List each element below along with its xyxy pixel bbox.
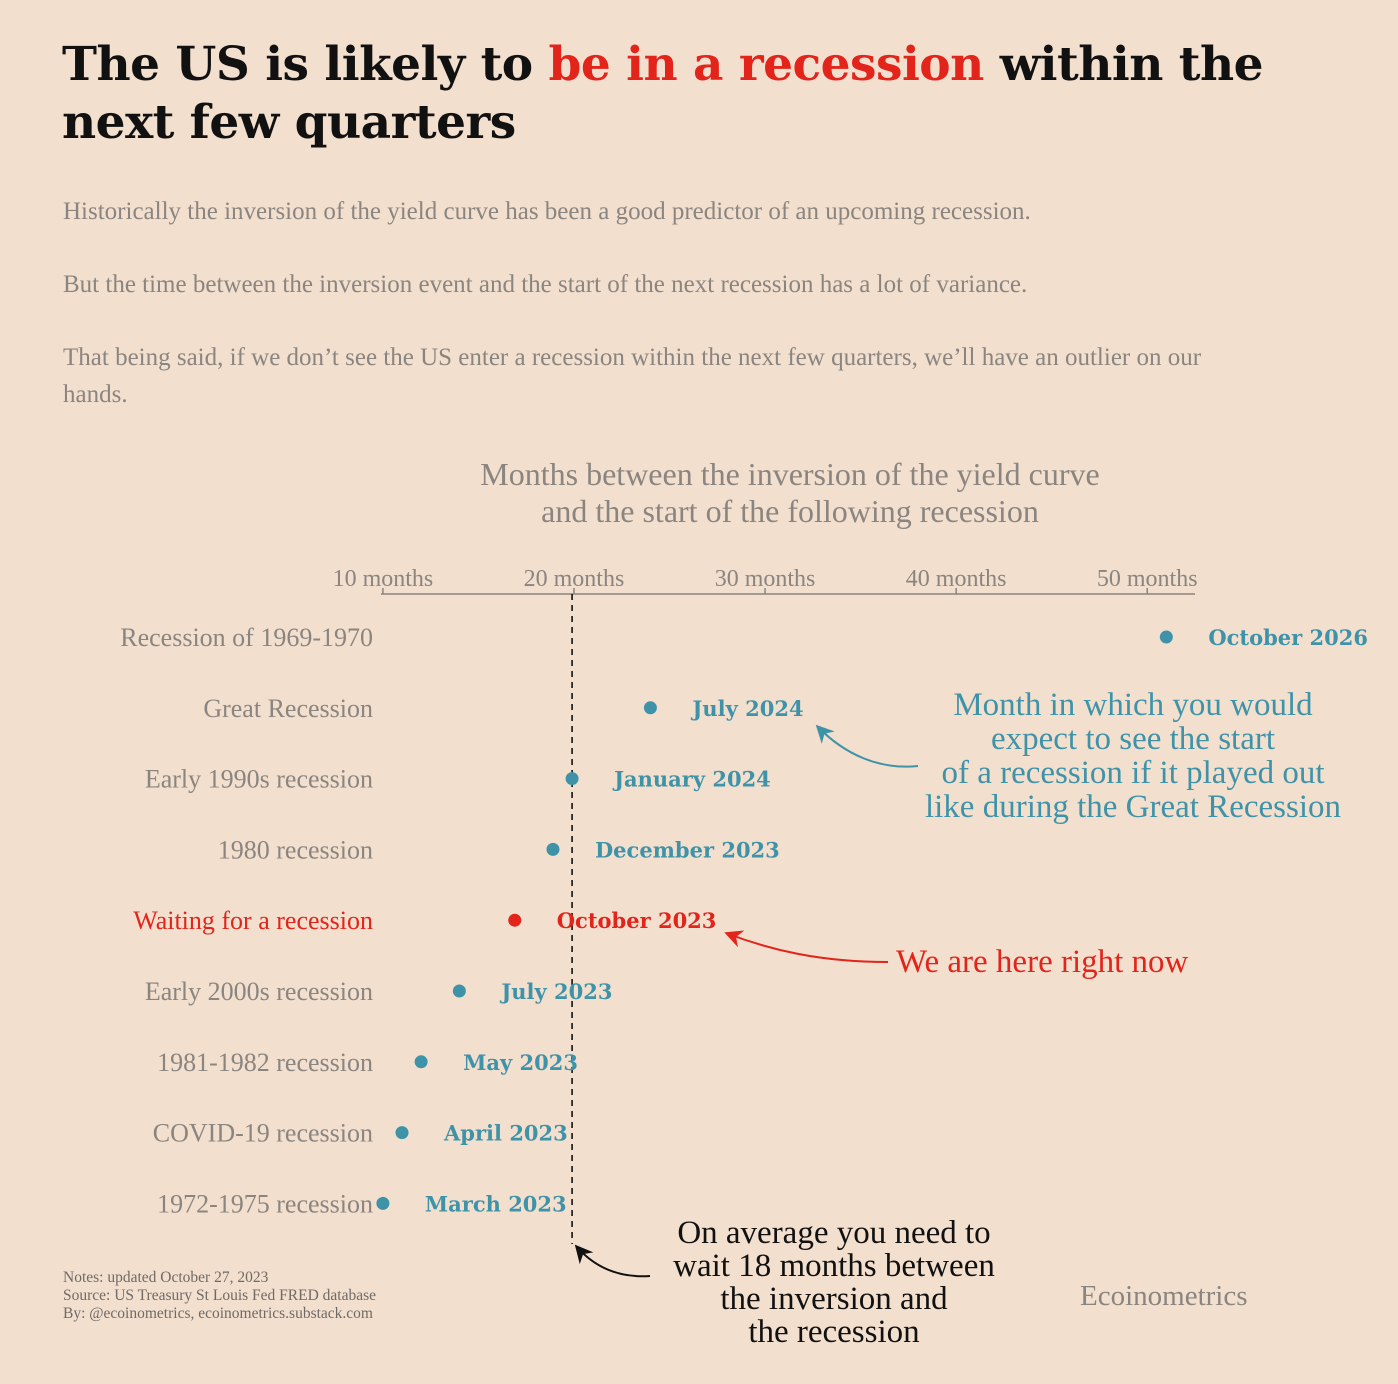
data-point <box>643 701 657 715</box>
annotation-arrows <box>574 724 919 1278</box>
great-recession-annotation-line-4: like during the Great Recession <box>924 789 1342 825</box>
average-annotation: On average you need to wait 18 months be… <box>634 1217 1034 1349</box>
average-arrow <box>574 1244 651 1278</box>
data-point <box>508 913 522 927</box>
great-recession-arrow <box>815 724 919 768</box>
description-paragraph-2: But the time between the inversion event… <box>63 271 1028 298</box>
category-label: 1981-1982 recession <box>157 1048 373 1077</box>
date-label: October 2023 <box>557 908 717 933</box>
average-annotation-line-4: the recession <box>748 1314 920 1350</box>
source-line: Source: US Treasury St Louis Fed FRED da… <box>63 1287 377 1304</box>
here-now-arrow <box>724 930 889 963</box>
notes-line: Notes: updated October 27, 2023 <box>63 1269 269 1286</box>
date-label: December 2023 <box>595 837 780 862</box>
average-annotation-line-2: wait 18 months between <box>673 1248 995 1284</box>
x-tick-label: 30 months <box>715 566 816 592</box>
title-part-1: The US is likely to <box>62 37 549 92</box>
category-label: 1972-1975 recession <box>157 1189 373 1218</box>
description-paragraph-1: Historically the inversion of the yield … <box>63 198 1031 225</box>
data-point <box>546 842 560 856</box>
category-label: 1980 recession <box>218 835 373 864</box>
category-label: Recession of 1969-1970 <box>120 623 373 652</box>
data-point <box>414 1055 428 1069</box>
data-point <box>452 984 466 998</box>
data-point <box>376 1196 390 1210</box>
date-label: January 2024 <box>612 767 771 792</box>
date-label: April 2023 <box>443 1121 568 1146</box>
brand-logo-text: Ecoinometrics <box>1080 1280 1248 1312</box>
x-tick-label: 10 months <box>333 566 434 592</box>
date-label: July 2024 <box>690 696 803 721</box>
data-points: Recession of 1969-1970 October 2026 Great … <box>120 623 1368 1218</box>
data-point <box>395 1126 409 1140</box>
page-title: The US is likely to be in a recession wi… <box>62 36 1352 152</box>
date-label: May 2023 <box>463 1050 578 1075</box>
by-line: By: @ecoinometrics, ecoinometrics.substa… <box>63 1305 373 1322</box>
x-tick-label: 20 months <box>524 566 625 592</box>
great-recession-annotation-line-3: of a recession if it played out <box>941 755 1325 791</box>
description-paragraph-3: That being said, if we don’t see the US … <box>63 344 1202 408</box>
x-tick-label: 50 months <box>1097 566 1198 592</box>
data-point <box>1159 630 1173 644</box>
great-recession-annotation-line-2: expect to see the start <box>990 721 1276 757</box>
x-tick-label: 40 months <box>906 566 1007 592</box>
chart-title-line-2: and the start of the following recession <box>541 493 1039 529</box>
footnotes: Notes: updated October 27, 2023 Source: … <box>63 1269 376 1323</box>
category-label: Waiting for a recession <box>133 906 373 935</box>
great-recession-annotation-line-1: Month in which you would <box>953 687 1313 723</box>
average-annotation-line-1: On average you need to <box>677 1215 991 1251</box>
data-point <box>565 772 579 786</box>
here-now-annotation: We are here right now <box>896 944 1189 980</box>
category-label: Early 1990s recession <box>145 765 373 794</box>
chart-title-line-1: Months between the inversion of the yiel… <box>480 456 1100 492</box>
title-highlight: be in a recession <box>548 37 985 92</box>
average-annotation-line-3: the inversion and <box>720 1281 948 1317</box>
date-label: March 2023 <box>425 1191 567 1216</box>
x-axis: 10 months 20 months 30 months 40 months 50 m… <box>333 566 1198 595</box>
chart-title: Months between the inversion of the yiel… <box>380 456 1200 530</box>
great-recession-annotation: Month in which you would expect to see t… <box>888 688 1378 824</box>
category-label: COVID-19 recession <box>153 1119 373 1148</box>
category-label: Great Recession <box>203 694 373 723</box>
title-part-2: within the next few quarters <box>62 37 1264 150</box>
date-label: July 2023 <box>499 979 612 1004</box>
category-label: Early 2000s recession <box>145 977 373 1006</box>
date-label: October 2026 <box>1208 625 1368 650</box>
